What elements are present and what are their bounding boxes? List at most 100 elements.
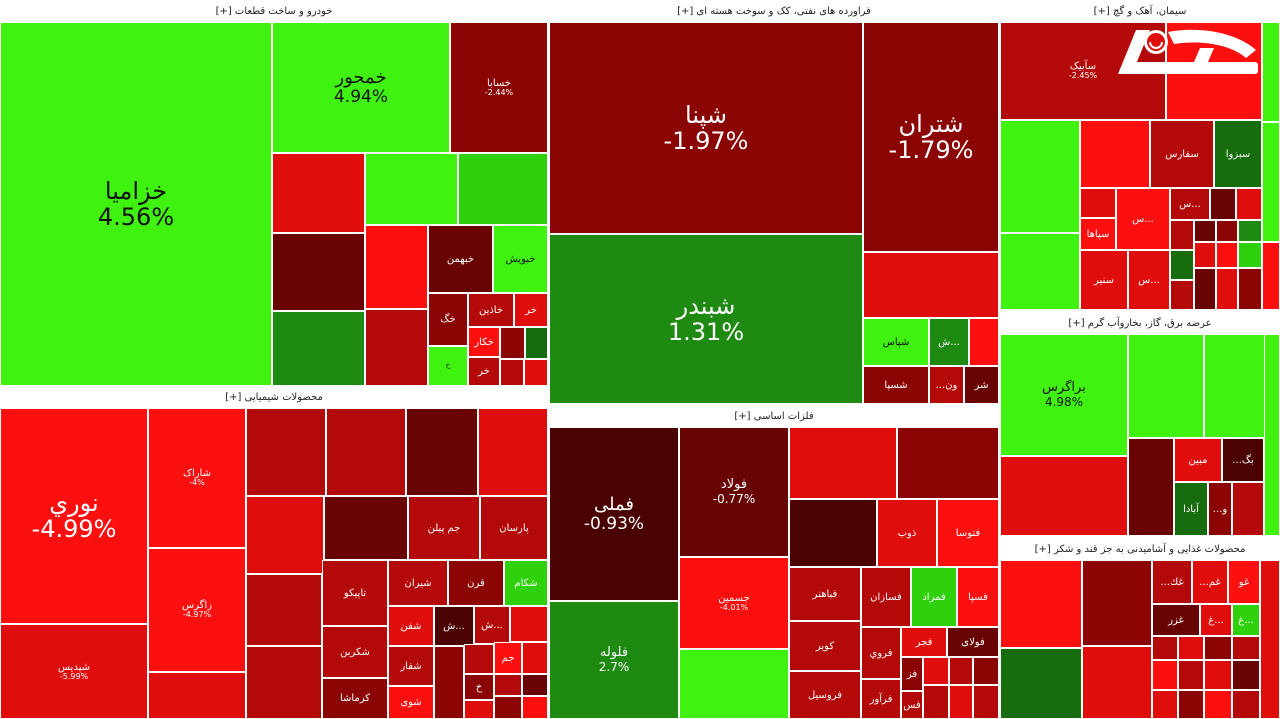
tile-oil-a[interactable] [863, 252, 999, 318]
tile-chem-j[interactable] [510, 606, 548, 642]
tile-auto-d[interactable] [272, 233, 365, 311]
tile-gh-dots-1[interactable]: غ... [1200, 604, 1232, 636]
tile-fajr[interactable]: فجر [901, 627, 947, 657]
tile-sepaha[interactable]: سپاها [1080, 218, 1116, 250]
tile-power-e[interactable] [1232, 482, 1264, 536]
tile-bg[interactable]: ...بگ [1222, 438, 1264, 482]
tile-metals-b[interactable] [789, 427, 897, 499]
tile-cement-v[interactable] [1262, 242, 1280, 310]
tile-fesepa[interactable]: فسپا [957, 567, 999, 627]
tile-khmehvar[interactable]: خمحور 4.94% [272, 22, 450, 153]
tile-noori[interactable]: نوري -4.99% [0, 408, 148, 624]
tile-tapiko[interactable]: تاپیکو [322, 560, 388, 626]
tile-food-h[interactable] [1232, 636, 1260, 660]
tile-khbahman[interactable]: خبهمن [428, 225, 493, 293]
tile-fsazan[interactable]: فسازان [861, 567, 911, 627]
tile-cement-u[interactable] [1262, 122, 1280, 242]
tile-shspa[interactable]: شسپا [863, 366, 929, 404]
tile-kh-small[interactable]: خ [428, 346, 468, 386]
tile-cement-c[interactable] [1000, 233, 1080, 310]
tile-fmorad[interactable]: فمراد [911, 567, 957, 627]
tile-shkarbon[interactable]: شکربن [322, 626, 388, 678]
tile-chem-f[interactable] [246, 496, 324, 574]
tile-chem-m[interactable] [522, 642, 548, 674]
tile-auto-i[interactable] [525, 327, 548, 359]
tile-baragres[interactable]: براگرس 4.98% [1000, 334, 1128, 456]
tile-food-g[interactable] [1204, 636, 1232, 660]
tile-khazamia[interactable]: خزامیا 4.56% [0, 22, 272, 386]
tile-parsan[interactable]: پارسان [480, 496, 548, 560]
tile-khr-2[interactable]: خر [468, 357, 500, 386]
tile-w-dots[interactable]: ...و [1208, 482, 1232, 536]
tile-ferosil[interactable]: فروسیل [789, 671, 861, 719]
tile-fetoosa[interactable]: فتوسا [937, 499, 999, 567]
tile-metals-g[interactable] [973, 657, 999, 685]
sector-header-cement[interactable]: سیمان، آهک و گچ [+] [1000, 0, 1280, 23]
tile-cement-p[interactable] [1194, 268, 1216, 310]
tile-abada[interactable]: آبادا [1174, 482, 1208, 536]
tile-faravi[interactable]: فروي [861, 627, 901, 679]
tile-shtran[interactable]: شتران -1.79% [863, 22, 999, 252]
tile-cement-q[interactable] [1170, 280, 1194, 310]
tile-power-a[interactable] [1128, 334, 1204, 438]
tile-food-e[interactable] [1152, 636, 1178, 660]
tile-cement-g[interactable] [1236, 188, 1262, 220]
tile-cement-h[interactable] [1170, 220, 1194, 250]
tile-food-n[interactable] [1178, 690, 1204, 719]
tile-cement-s[interactable] [1238, 268, 1262, 310]
tile-auto-a[interactable] [272, 153, 365, 233]
tile-auto-e[interactable] [272, 311, 365, 386]
tile-chem-e[interactable] [478, 408, 548, 496]
tile-chem-a[interactable] [148, 672, 246, 719]
tile-chem-o[interactable] [522, 674, 548, 696]
tile-metals-d[interactable] [789, 499, 877, 567]
tile-sh-dots-2[interactable]: ش... [474, 606, 510, 644]
tile-shpedis[interactable]: شپدیس -5.99% [0, 624, 148, 719]
sector-header-food[interactable]: محصولات غذایی و آشامیدنی به جز قند و شکر… [1000, 538, 1280, 561]
tile-chem-g[interactable] [324, 496, 408, 560]
tile-fameli[interactable]: فملی -0.93% [549, 427, 679, 601]
tile-folai[interactable]: فولای [947, 627, 999, 657]
tile-chem-l[interactable] [464, 644, 494, 674]
tile-food-a[interactable] [1000, 560, 1082, 648]
tile-food-l[interactable] [1232, 660, 1260, 690]
tile-cement-r[interactable] [1216, 268, 1238, 310]
tile-chem-p[interactable] [464, 700, 494, 719]
tile-sfars[interactable]: سفارس [1150, 120, 1214, 188]
tile-food-j[interactable] [1178, 660, 1204, 690]
tile-cement-d[interactable] [1080, 120, 1150, 188]
tile-metals-a[interactable] [679, 649, 789, 719]
tile-shiran[interactable]: شیران [388, 560, 448, 606]
tile-sabzva[interactable]: سبزوا [1214, 120, 1262, 188]
tile-cement-j[interactable] [1216, 220, 1238, 242]
tile-shpas[interactable]: شپاس [863, 318, 929, 366]
tile-sh-dots[interactable]: ش... [929, 318, 969, 366]
tile-food-o[interactable] [1204, 690, 1232, 719]
tile-ghou[interactable]: غو [1228, 560, 1260, 604]
tile-food-b[interactable] [1000, 648, 1082, 719]
tile-shr[interactable]: شر [964, 366, 999, 404]
sector-header-chem[interactable]: محصولات شیمیایی [+] [0, 386, 548, 409]
sector-header-power[interactable]: عرضه برق، گاز، بخاروآب گرم [+] [1000, 312, 1280, 335]
tile-cement-f[interactable] [1210, 188, 1236, 220]
tile-metals-f[interactable] [949, 657, 973, 685]
tile-khkar[interactable]: خکار [468, 327, 500, 357]
tile-chem-k[interactable] [434, 646, 464, 719]
tile-cement-n[interactable] [1216, 242, 1238, 268]
tile-chem-i[interactable] [246, 646, 322, 719]
tile-cement-m[interactable] [1170, 250, 1194, 280]
tile-metals-c[interactable] [897, 427, 999, 499]
tile-food-k[interactable] [1204, 660, 1232, 690]
tile-auto-b[interactable] [365, 153, 458, 225]
tile-felooleh[interactable]: فلوله 2.7% [549, 601, 679, 719]
tile-food-d[interactable] [1082, 646, 1152, 719]
sector-header-oil[interactable]: فراورده های نفتی، کک و سوخت هسته ای [+] [549, 0, 999, 23]
tile-power-c[interactable] [1000, 456, 1128, 536]
tile-jam[interactable]: جم [494, 642, 522, 674]
tile-metals-i[interactable] [949, 685, 973, 719]
tile-gh-dots-2[interactable]: غ... [1232, 604, 1260, 636]
tile-power-f[interactable] [1264, 334, 1280, 536]
tile-oon[interactable]: ...ون [929, 366, 964, 404]
tile-sharak[interactable]: شاراک -4% [148, 408, 246, 548]
tile-kh-chem[interactable]: خ [464, 674, 494, 700]
